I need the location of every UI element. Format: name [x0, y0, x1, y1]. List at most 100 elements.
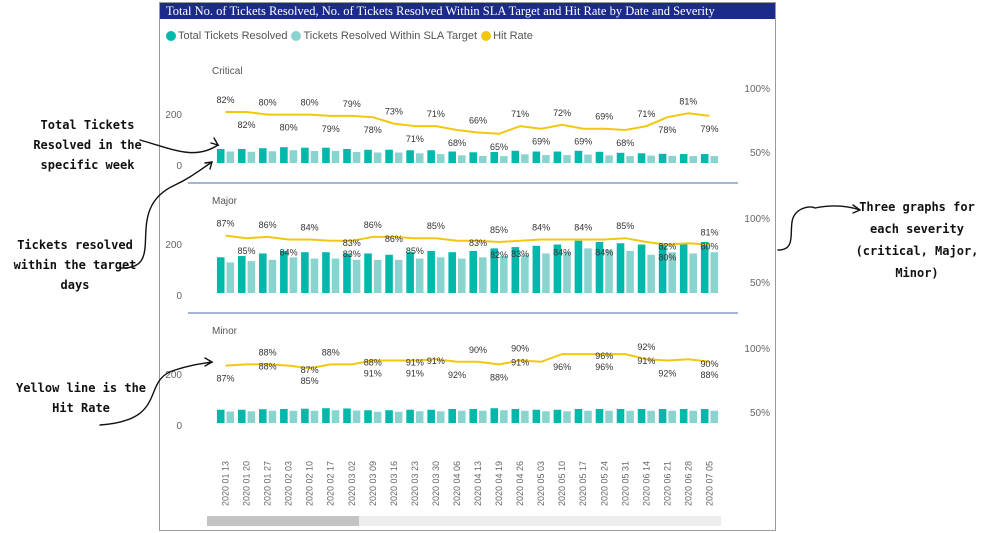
bar-total-major — [700, 242, 709, 293]
x-axis-tick: 2020 03 02 — [347, 461, 357, 506]
legend-item-within-sla[interactable]: Tickets Resolved Within SLA Target — [291, 30, 477, 42]
x-axis-tick: 2020 02 03 — [284, 461, 294, 506]
annotation-yellow-line: Yellow line is the Hit Rate — [15, 381, 147, 415]
hit-rate-label: 71% — [427, 109, 445, 119]
x-axis-tick: 2020 05 24 — [599, 461, 609, 506]
hit-rate-label: 91% — [406, 358, 424, 368]
horizontal-scrollbar[interactable] — [207, 516, 721, 526]
bar-within-sla-critical — [605, 155, 613, 163]
bar-total-critical — [280, 147, 288, 163]
hit-rate-label: 69% — [532, 137, 550, 147]
hit-rate-label: 92% — [637, 342, 655, 352]
bar-total-minor — [490, 408, 499, 423]
bar-within-sla-major — [247, 261, 256, 293]
bar-total-minor — [237, 409, 246, 423]
x-axis-tick: 2020 02 10 — [305, 461, 315, 506]
x-axis-tick: 2020 02 17 — [326, 461, 336, 506]
hit-rate-label: 87% — [217, 374, 235, 384]
scrollbar-thumb[interactable] — [207, 516, 359, 526]
hit-rate-label: 87% — [217, 219, 235, 229]
hit-rate-label: 86% — [385, 234, 403, 244]
hit-rate-label: 78% — [364, 125, 382, 135]
bar-total-major — [322, 252, 330, 293]
bar-within-sla-major — [457, 258, 466, 293]
bar-within-sla-critical — [584, 154, 592, 163]
bar-within-sla-major — [331, 258, 340, 293]
hit-rate-label: 88% — [490, 372, 508, 382]
bar-total-major — [364, 253, 372, 293]
bar-within-sla-major — [689, 253, 698, 293]
bar-total-major — [469, 250, 478, 293]
bar-total-critical — [658, 153, 667, 163]
bar-within-sla-critical — [436, 154, 445, 163]
right-axis-tick: 50% — [750, 148, 770, 159]
bar-total-critical — [448, 151, 456, 163]
bar-within-sla-critical — [226, 151, 235, 163]
bar-within-sla-critical — [268, 151, 277, 163]
bar-within-sla-minor — [289, 410, 298, 423]
hit-rate-label: 92% — [448, 370, 466, 380]
bar-within-sla-minor — [647, 410, 655, 423]
bar-within-sla-major — [521, 254, 529, 293]
bar-within-sla-minor — [521, 410, 529, 423]
x-axis-tick: 2020 05 10 — [557, 461, 567, 506]
hit-rate-label: 91% — [406, 369, 424, 379]
x-axis-tick: 2020 01 20 — [242, 461, 252, 506]
bar-within-sla-major — [310, 258, 319, 293]
bar-total-critical — [301, 147, 309, 163]
chart-title: Total No. of Tickets Resolved, No. of Ti… — [160, 3, 775, 19]
bar-total-major — [259, 253, 267, 293]
bar-total-minor — [469, 408, 478, 423]
hit-rate-label: 84% — [595, 247, 613, 257]
chart-panel: Total No. of Tickets Resolved, No. of Ti… — [159, 2, 776, 531]
hit-rate-label: 88% — [700, 370, 718, 380]
bar-total-minor — [280, 408, 288, 423]
bar-total-minor — [343, 408, 351, 423]
x-axis-tick: 2020 03 30 — [431, 461, 441, 506]
bar-total-minor — [259, 409, 267, 423]
bar-within-sla-major — [605, 249, 613, 293]
bar-total-critical — [469, 152, 478, 163]
left-axis-tick: 200 — [165, 240, 182, 251]
bar-within-sla-major — [710, 252, 719, 293]
hit-rate-label: 84% — [301, 222, 319, 232]
hit-rate-label: 81% — [700, 228, 718, 238]
hit-rate-label: 85% — [406, 246, 424, 256]
bar-total-critical — [364, 149, 372, 163]
x-axis-tick: 2020 04 06 — [452, 461, 462, 506]
hit-rate-label: 91% — [427, 356, 445, 366]
hit-rate-label: 90% — [511, 344, 529, 354]
hit-rate-label: 83% — [343, 238, 361, 248]
hit-rate-label: 92% — [658, 369, 676, 379]
hit-rate-line-critical — [225, 111, 710, 135]
bar-total-critical — [700, 154, 709, 163]
hit-rate-label: 83% — [343, 249, 361, 259]
bar-total-minor — [301, 408, 309, 423]
bar-total-critical — [553, 151, 562, 163]
bar-total-minor — [385, 410, 393, 423]
bar-within-sla-minor — [226, 411, 235, 423]
left-axis-tick: 200 — [165, 110, 182, 121]
hit-rate-label: 96% — [553, 362, 571, 372]
hit-rate-label: 88% — [322, 347, 340, 357]
hit-rate-label: 71% — [637, 109, 655, 119]
x-axis-tick: 2020 04 19 — [494, 461, 504, 506]
bar-within-sla-minor — [436, 411, 445, 423]
bar-total-major — [301, 252, 309, 293]
bar-within-sla-minor — [668, 410, 676, 423]
legend-label: Tickets Resolved Within SLA Target — [303, 30, 478, 42]
bar-total-minor — [658, 408, 667, 423]
hit-rate-label: 71% — [511, 109, 529, 119]
legend-item-total[interactable]: Total Tickets Resolved — [166, 30, 287, 42]
hit-rate-line-minor — [225, 353, 710, 370]
hit-rate-label: 84% — [280, 247, 298, 257]
x-axis-tick: 2020 03 09 — [368, 461, 378, 506]
bar-total-minor — [700, 408, 709, 423]
bar-total-major — [448, 252, 456, 293]
bar-total-minor — [406, 409, 414, 423]
bar-within-sla-major — [647, 254, 655, 293]
legend-item-hit-rate[interactable]: Hit Rate — [481, 30, 533, 42]
bar-within-sla-major — [226, 262, 235, 293]
bar-total-minor — [448, 408, 456, 423]
